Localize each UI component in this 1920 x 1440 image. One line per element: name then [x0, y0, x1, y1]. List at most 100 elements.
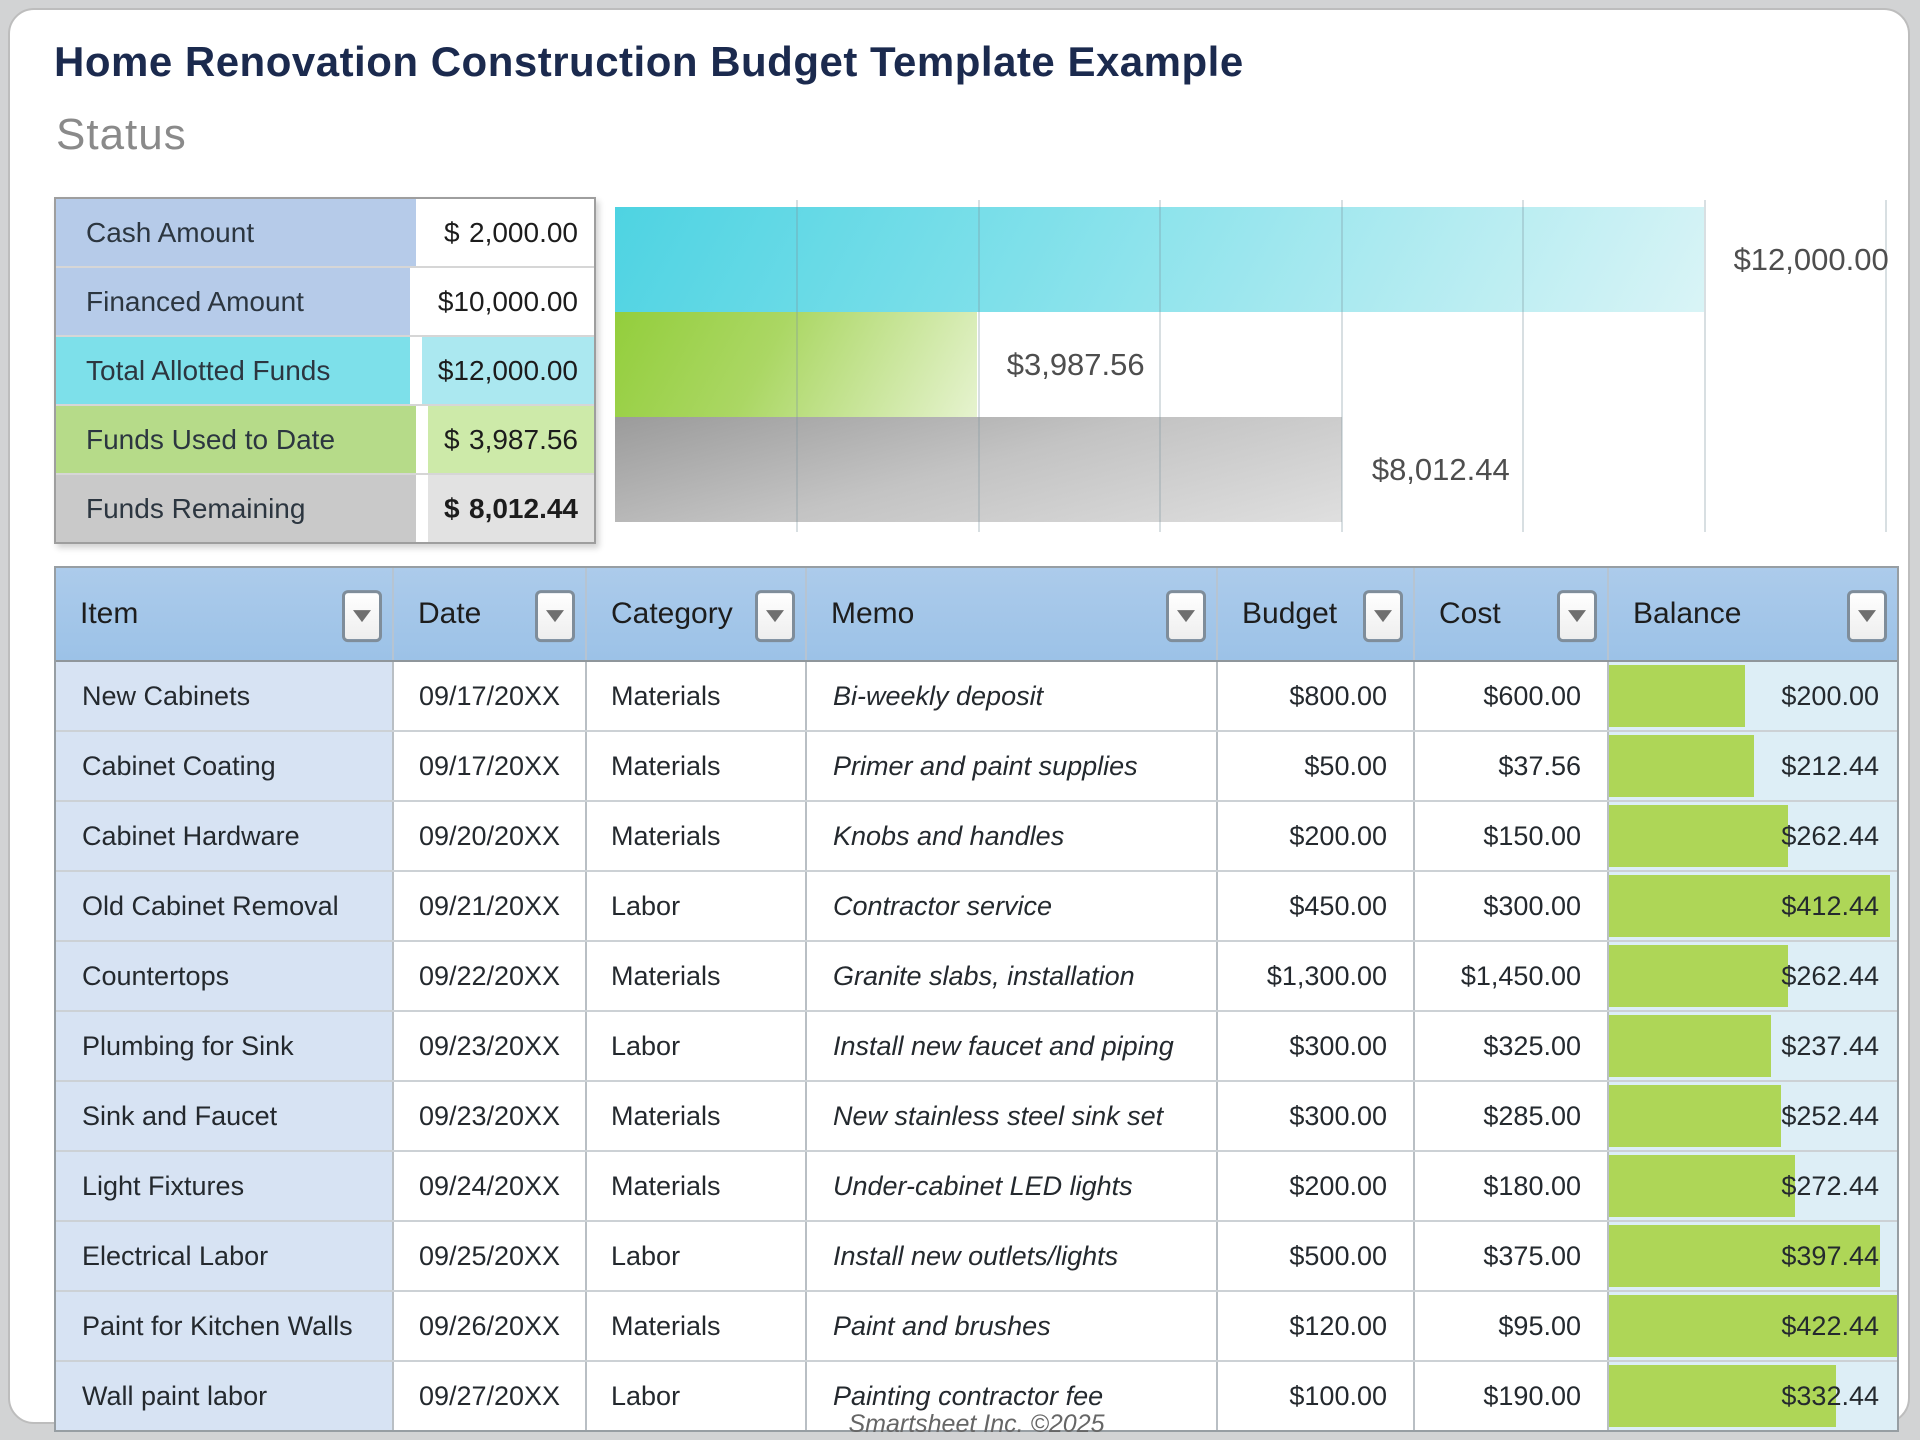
cell-category[interactable]: Labor	[587, 872, 807, 940]
cell-balance[interactable]: $412.44	[1609, 872, 1897, 940]
cell-balance[interactable]: $262.44	[1609, 802, 1897, 870]
cell-item[interactable]: Sink and Faucet	[56, 1082, 394, 1150]
cell-memo[interactable]: Install new faucet and piping	[807, 1012, 1218, 1080]
column-header-item[interactable]: Item	[56, 568, 394, 660]
cell-memo[interactable]: Painting contractor fee	[807, 1362, 1218, 1430]
cell-item[interactable]: Plumbing for Sink	[56, 1012, 394, 1080]
cell-memo[interactable]: Knobs and handles	[807, 802, 1218, 870]
cell-cost[interactable]: $600.00	[1415, 662, 1609, 730]
cell-date[interactable]: 09/23/20XX	[394, 1012, 587, 1080]
cell-category[interactable]: Materials	[587, 1082, 807, 1150]
cell-budget[interactable]: $200.00	[1218, 1152, 1415, 1220]
cell-budget[interactable]: $300.00	[1218, 1012, 1415, 1080]
cell-date[interactable]: 09/27/20XX	[394, 1362, 587, 1430]
cell-balance[interactable]: $262.44	[1609, 942, 1897, 1010]
cell-balance[interactable]: $272.44	[1609, 1152, 1897, 1220]
status-value-cell[interactable]: $3,987.56	[428, 406, 594, 473]
status-label-cell[interactable]: Total Allotted Funds	[56, 337, 411, 404]
cell-date[interactable]: 09/23/20XX	[394, 1082, 587, 1150]
cell-category[interactable]: Labor	[587, 1222, 807, 1290]
cell-memo[interactable]: Install new outlets/lights	[807, 1222, 1218, 1290]
cell-cost[interactable]: $180.00	[1415, 1152, 1609, 1220]
cell-category[interactable]: Materials	[587, 1152, 807, 1220]
cell-item[interactable]: Electrical Labor	[56, 1222, 394, 1290]
cell-cost[interactable]: $325.00	[1415, 1012, 1609, 1080]
status-label-cell[interactable]: Funds Remaining	[56, 475, 416, 542]
cell-budget[interactable]: $50.00	[1218, 732, 1415, 800]
cell-date[interactable]: 09/25/20XX	[394, 1222, 587, 1290]
filter-button[interactable]	[535, 590, 575, 643]
status-value-cell[interactable]: $2,000.00	[428, 199, 594, 266]
filter-button[interactable]	[1557, 590, 1597, 643]
cell-balance[interactable]: $237.44	[1609, 1012, 1897, 1080]
status-value-cell[interactable]: $12,000.00	[421, 337, 594, 404]
cell-category[interactable]: Materials	[587, 662, 807, 730]
cell-item[interactable]: Paint for Kitchen Walls	[56, 1292, 394, 1360]
filter-button[interactable]	[1363, 590, 1403, 643]
filter-button[interactable]	[755, 590, 795, 643]
cell-cost[interactable]: $300.00	[1415, 872, 1609, 940]
cell-balance[interactable]: $212.44	[1609, 732, 1897, 800]
cell-category[interactable]: Materials	[587, 1292, 807, 1360]
cell-item[interactable]: New Cabinets	[56, 662, 394, 730]
cell-balance[interactable]: $422.44	[1609, 1292, 1897, 1360]
cell-memo[interactable]: Bi-weekly deposit	[807, 662, 1218, 730]
status-value-cell[interactable]: $10,000.00	[421, 268, 594, 335]
filter-button[interactable]	[1847, 590, 1887, 643]
column-header-balance[interactable]: Balance	[1609, 568, 1897, 660]
cell-date[interactable]: 09/20/20XX	[394, 802, 587, 870]
cell-date[interactable]: 09/17/20XX	[394, 662, 587, 730]
cell-category[interactable]: Materials	[587, 802, 807, 870]
cell-budget[interactable]: $300.00	[1218, 1082, 1415, 1150]
cell-item[interactable]: Wall paint labor	[56, 1362, 394, 1430]
cell-category[interactable]: Materials	[587, 942, 807, 1010]
cell-date[interactable]: 09/22/20XX	[394, 942, 587, 1010]
filter-button[interactable]	[342, 590, 382, 643]
cell-balance[interactable]: $252.44	[1609, 1082, 1897, 1150]
cell-memo[interactable]: New stainless steel sink set	[807, 1082, 1218, 1150]
cell-memo[interactable]: Granite slabs, installation	[807, 942, 1218, 1010]
status-label-cell[interactable]: Funds Used to Date	[56, 406, 416, 473]
cell-budget[interactable]: $500.00	[1218, 1222, 1415, 1290]
cell-cost[interactable]: $150.00	[1415, 802, 1609, 870]
cell-memo[interactable]: Contractor service	[807, 872, 1218, 940]
column-header-budget[interactable]: Budget	[1218, 568, 1415, 660]
column-header-date[interactable]: Date	[394, 568, 587, 660]
column-header-cost[interactable]: Cost	[1415, 568, 1609, 660]
cell-budget[interactable]: $120.00	[1218, 1292, 1415, 1360]
cell-balance[interactable]: $332.44	[1609, 1362, 1897, 1430]
cell-category[interactable]: Labor	[587, 1362, 807, 1430]
filter-button[interactable]	[1166, 590, 1206, 643]
cell-cost[interactable]: $285.00	[1415, 1082, 1609, 1150]
status-label-cell[interactable]: Cash Amount	[56, 199, 416, 266]
cell-cost[interactable]: $37.56	[1415, 732, 1609, 800]
column-header-memo[interactable]: Memo	[807, 568, 1218, 660]
status-label-cell[interactable]: Financed Amount	[56, 268, 411, 335]
cell-date[interactable]: 09/17/20XX	[394, 732, 587, 800]
cell-item[interactable]: Old Cabinet Removal	[56, 872, 394, 940]
cell-budget[interactable]: $450.00	[1218, 872, 1415, 940]
cell-memo[interactable]: Primer and paint supplies	[807, 732, 1218, 800]
cell-date[interactable]: 09/21/20XX	[394, 872, 587, 940]
status-value-cell[interactable]: $8,012.44	[428, 475, 594, 542]
cell-item[interactable]: Cabinet Hardware	[56, 802, 394, 870]
cell-item[interactable]: Cabinet Coating	[56, 732, 394, 800]
cell-cost[interactable]: $95.00	[1415, 1292, 1609, 1360]
cell-item[interactable]: Countertops	[56, 942, 394, 1010]
cell-cost[interactable]: $1,450.00	[1415, 942, 1609, 1010]
cell-cost[interactable]: $375.00	[1415, 1222, 1609, 1290]
cell-balance[interactable]: $200.00	[1609, 662, 1897, 730]
cell-memo[interactable]: Under-cabinet LED lights	[807, 1152, 1218, 1220]
cell-date[interactable]: 09/24/20XX	[394, 1152, 587, 1220]
cell-category[interactable]: Labor	[587, 1012, 807, 1080]
cell-date[interactable]: 09/26/20XX	[394, 1292, 587, 1360]
cell-budget[interactable]: $100.00	[1218, 1362, 1415, 1430]
cell-budget[interactable]: $1,300.00	[1218, 942, 1415, 1010]
cell-balance[interactable]: $397.44	[1609, 1222, 1897, 1290]
column-header-category[interactable]: Category	[587, 568, 807, 660]
cell-category[interactable]: Materials	[587, 732, 807, 800]
cell-budget[interactable]: $800.00	[1218, 662, 1415, 730]
cell-budget[interactable]: $200.00	[1218, 802, 1415, 870]
cell-cost[interactable]: $190.00	[1415, 1362, 1609, 1430]
cell-item[interactable]: Light Fixtures	[56, 1152, 394, 1220]
